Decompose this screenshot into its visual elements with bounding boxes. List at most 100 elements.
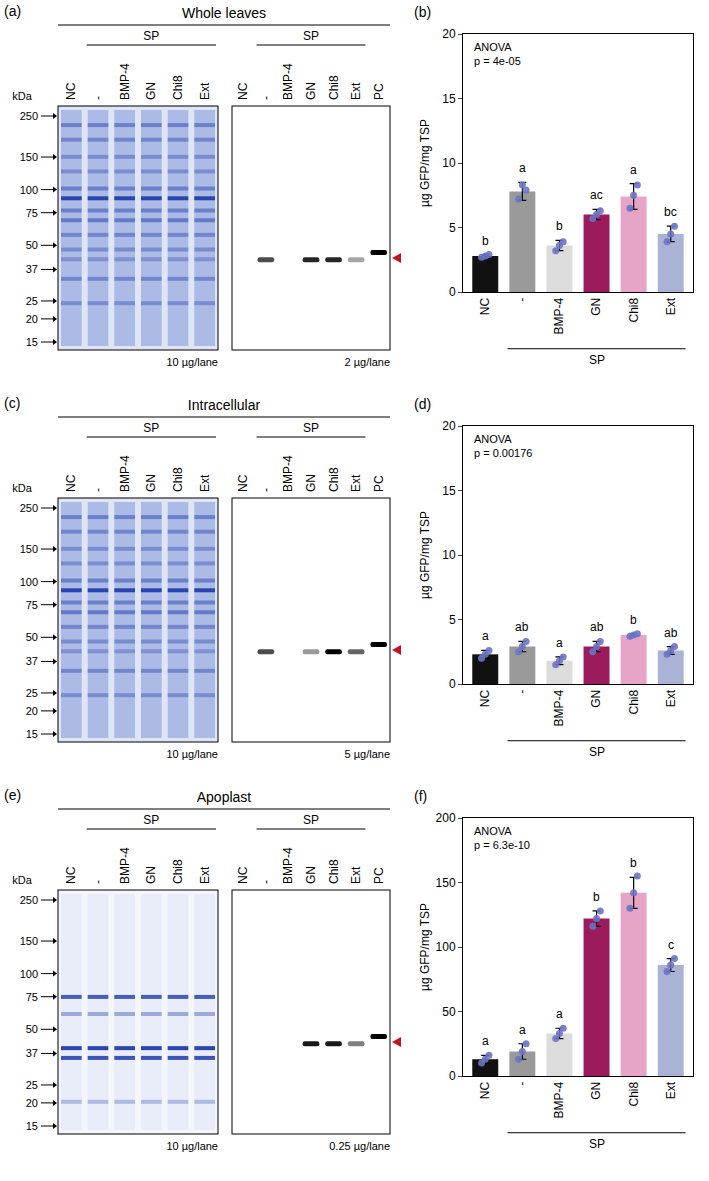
svg-text:Chi8: Chi8: [327, 75, 341, 100]
svg-text:ANOVAp = 0.00176: ANOVAp = 0.00176: [474, 433, 532, 459]
svg-text:a: a: [519, 1023, 526, 1037]
svg-text:NC: NC: [236, 866, 250, 884]
svg-text:0: 0: [449, 1069, 456, 1083]
svg-text:b: b: [482, 234, 489, 248]
svg-text:SP: SP: [589, 1137, 605, 1151]
svg-text:ab: ab: [515, 620, 529, 634]
svg-text:5: 5: [449, 221, 456, 235]
svg-text:250: 250: [20, 110, 38, 122]
svg-text:(c): (c): [4, 395, 20, 411]
svg-text:NC: NC: [478, 297, 492, 315]
svg-text:-: -: [259, 880, 273, 884]
svg-text:a: a: [556, 636, 563, 650]
svg-text:SP: SP: [143, 29, 159, 43]
svg-text:Ext: Ext: [198, 474, 212, 492]
svg-text:a: a: [556, 1007, 563, 1021]
svg-text:GN: GN: [304, 866, 318, 884]
svg-text:BMP-4: BMP-4: [118, 63, 132, 100]
svg-text:Ext: Ext: [349, 866, 363, 884]
svg-text:SP: SP: [589, 353, 605, 367]
svg-text:100: 100: [20, 576, 38, 588]
svg-text:Ext: Ext: [349, 474, 363, 492]
svg-text:-: -: [515, 1082, 529, 1086]
svg-text:150: 150: [20, 935, 38, 947]
svg-text:BMP-4: BMP-4: [552, 297, 566, 334]
svg-text:50: 50: [26, 631, 38, 643]
svg-text:200: 200: [436, 811, 456, 825]
svg-text:ac: ac: [590, 188, 603, 202]
svg-text:BMP-4: BMP-4: [118, 847, 132, 884]
svg-text:b: b: [556, 219, 563, 233]
svg-text:a: a: [519, 161, 526, 175]
svg-text:NC: NC: [236, 82, 250, 100]
svg-text:15: 15: [442, 92, 456, 106]
svg-text:Chi8: Chi8: [627, 297, 641, 322]
svg-text:c: c: [668, 938, 674, 952]
svg-text:-: -: [515, 298, 529, 302]
svg-text:kDa: kDa: [12, 90, 32, 102]
svg-text:kDa: kDa: [12, 482, 32, 494]
svg-text:ANOVAp = 4e-05: ANOVAp = 4e-05: [474, 41, 521, 67]
svg-text:15: 15: [26, 336, 38, 348]
svg-text:(d): (d): [414, 396, 431, 412]
svg-text:Chi8: Chi8: [171, 467, 185, 492]
svg-text:NC: NC: [64, 866, 78, 884]
svg-text:GN: GN: [589, 298, 603, 316]
svg-text:20: 20: [26, 1097, 38, 1109]
svg-text:15: 15: [26, 1120, 38, 1132]
svg-text:Ext: Ext: [198, 866, 212, 884]
svg-text:GN: GN: [589, 690, 603, 708]
svg-text:Chi8: Chi8: [627, 689, 641, 714]
svg-text:GN: GN: [144, 82, 158, 100]
svg-text:-: -: [259, 96, 273, 100]
svg-text:50: 50: [26, 239, 38, 251]
svg-text:SP: SP: [303, 813, 319, 827]
svg-text:75: 75: [26, 599, 38, 611]
svg-text:20: 20: [442, 419, 456, 433]
svg-text:GN: GN: [144, 866, 158, 884]
svg-text:-: -: [91, 488, 105, 492]
svg-text:250: 250: [20, 502, 38, 514]
svg-text:GN: GN: [304, 474, 318, 492]
svg-text:20: 20: [442, 27, 456, 41]
svg-text:NC: NC: [478, 1081, 492, 1099]
svg-text:250: 250: [20, 894, 38, 906]
svg-text:-: -: [91, 880, 105, 884]
svg-text:Chi8: Chi8: [327, 859, 341, 884]
svg-text:PC: PC: [372, 475, 386, 492]
svg-text:b: b: [630, 856, 637, 870]
svg-text:-: -: [515, 690, 529, 694]
svg-text:ab: ab: [590, 620, 604, 634]
svg-text:75: 75: [26, 207, 38, 219]
svg-text:150: 150: [20, 543, 38, 555]
svg-text:bc: bc: [664, 205, 677, 219]
svg-text:20: 20: [26, 313, 38, 325]
svg-text:Ext: Ext: [664, 297, 678, 315]
svg-text:20: 20: [26, 705, 38, 717]
svg-text:Chi8: Chi8: [627, 1081, 641, 1106]
svg-text:BMP-4: BMP-4: [281, 847, 295, 884]
svg-text:SP: SP: [303, 421, 319, 435]
svg-text:Intracellular: Intracellular: [188, 397, 261, 413]
svg-text:BMP-4: BMP-4: [552, 689, 566, 726]
svg-text:NC: NC: [64, 82, 78, 100]
svg-text:µg GFP/mg TSP: µg GFP/mg TSP: [418, 903, 432, 991]
svg-text:Ext: Ext: [349, 82, 363, 100]
svg-text:(a): (a): [4, 3, 21, 19]
svg-text:ab: ab: [664, 626, 678, 640]
svg-text:NC: NC: [478, 689, 492, 707]
svg-text:100: 100: [436, 940, 456, 954]
svg-text:NC: NC: [236, 474, 250, 492]
svg-text:25: 25: [26, 687, 38, 699]
svg-text:Whole leaves: Whole leaves: [182, 5, 266, 21]
svg-text:5 µg/lane: 5 µg/lane: [345, 748, 390, 760]
svg-text:GN: GN: [144, 474, 158, 492]
svg-text:ANOVAp = 6.3e-10: ANOVAp = 6.3e-10: [474, 825, 530, 851]
svg-text:b: b: [630, 613, 637, 627]
svg-text:GN: GN: [589, 1082, 603, 1100]
svg-text:Ext: Ext: [664, 689, 678, 707]
svg-text:50: 50: [26, 1023, 38, 1035]
svg-text:0: 0: [449, 677, 456, 691]
svg-text:10 µg/lane: 10 µg/lane: [166, 1140, 218, 1152]
svg-text:150: 150: [436, 876, 456, 890]
